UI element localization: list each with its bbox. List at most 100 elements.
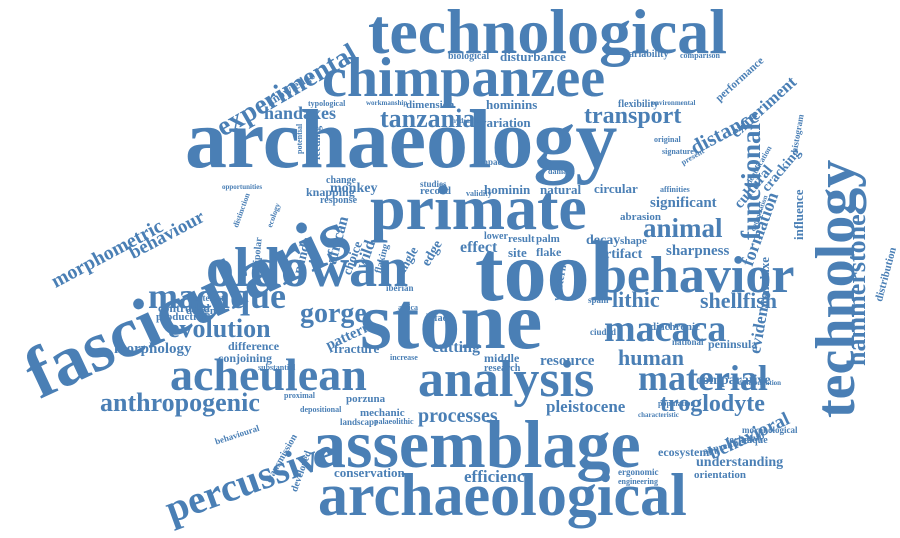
cloud-word: abrasion [620, 211, 661, 223]
cloud-word: record [420, 185, 451, 197]
cloud-word: efficiency [464, 467, 533, 486]
cloud-word: dimension [406, 99, 455, 111]
cloud-word: difference [228, 339, 280, 353]
cloud-word: porzuna [346, 393, 386, 405]
cloud-word: substantial [258, 363, 296, 372]
cloud-word: studies [420, 179, 447, 189]
cloud-word: behavior [598, 247, 795, 304]
cloud-word: understanding [696, 455, 784, 470]
cloud-word: macaque [148, 276, 286, 316]
cloud-word: material [638, 358, 768, 398]
cloud-word: middle [484, 351, 520, 365]
cloud-word: change [326, 175, 356, 186]
cloud-word: processes [418, 405, 498, 427]
cloud-word: effect [460, 239, 498, 256]
cloud-word: feeding [311, 125, 323, 160]
cloud-word: damage [548, 167, 575, 176]
cloud-word: depositional [300, 405, 342, 414]
cloud-word: hominin [484, 182, 531, 197]
cloud-word: comparison [680, 51, 720, 60]
cloud-word: human [618, 345, 685, 370]
cloud-word: artifact [598, 247, 643, 262]
cloud-word: handaxes [264, 103, 337, 123]
cloud-word: biological [448, 51, 490, 62]
cloud-word: conjoining [218, 351, 273, 365]
cloud-word: variation [480, 115, 531, 130]
cloud-word: cutting [432, 339, 480, 356]
cloud-word: increase [390, 353, 418, 362]
cloud-word: resource [540, 353, 595, 369]
cloud-word: acheulean [170, 349, 367, 400]
cloud-word: troglodyte [660, 391, 765, 417]
cloud-word: comparative [696, 373, 771, 388]
cloud-word: ergonomic [618, 467, 659, 477]
cloud-word: morphological [742, 425, 798, 435]
cloud-word: result [508, 233, 535, 245]
cloud-word: analysis [418, 351, 595, 408]
cloud-word: distribution [873, 245, 900, 303]
cloud-word: research [484, 363, 521, 374]
cloud-word: shape [620, 235, 647, 247]
cloud-word: environmental [652, 99, 696, 107]
cloud-word: disturbance [500, 49, 566, 64]
cloud-word: influence [791, 189, 806, 240]
cloud-word: tool [475, 223, 614, 319]
cloud-word: validity [466, 189, 492, 198]
cloud-word: hominins [486, 97, 538, 112]
cloud-word: archaeological [318, 462, 687, 528]
cloud-word: decay [586, 233, 621, 248]
cloud-word: behavioural [213, 422, 261, 447]
cloud-word: conservation [334, 465, 405, 480]
cloud-word: landscape [340, 417, 379, 427]
cloud-word: diachronic [650, 321, 700, 333]
cloud-word: hammerstone [842, 214, 871, 366]
cloud-word: technological [368, 0, 728, 67]
cloud-word: differentiation [738, 379, 782, 387]
cloud-word: mechanic [360, 407, 405, 419]
cloud-word: technique [726, 435, 768, 446]
cloud-word: artefact [194, 293, 224, 303]
cloud-word: biface [426, 313, 452, 324]
cloud-word: chimpanzee [322, 47, 606, 109]
cloud-word: distinction [231, 191, 252, 229]
cloud-word: iberian [386, 283, 414, 293]
cloud-word: edge [419, 237, 446, 269]
cloud-word: knapping [306, 185, 355, 199]
cloud-word: stone [360, 275, 543, 366]
cloud-word: oldowan [206, 237, 409, 299]
cloud-word: percussive [158, 428, 341, 532]
cloud-word: handaxe [757, 257, 772, 304]
cloud-word: variability [624, 49, 669, 60]
cloud-word: affinities [660, 185, 690, 194]
cloud-word: animal [643, 213, 723, 243]
cloud-word: sharpness [666, 243, 730, 259]
cloud-word: histogram [789, 113, 806, 154]
cloud-word: transport [584, 103, 682, 129]
cloud-word: morphology [114, 341, 192, 357]
cloud-word: opportunities [222, 183, 263, 191]
cloud-word: spain [588, 295, 609, 305]
cloud-word: shellfish [700, 288, 778, 313]
cloud-word: proximal [284, 391, 315, 400]
cloud-word: archaeology [185, 93, 618, 186]
cloud-word: palaeolithic [374, 417, 414, 426]
cloud-word: population [658, 399, 695, 408]
cloud-word: lower [484, 231, 508, 242]
cloud-word: ecosystem [658, 445, 710, 459]
cloud-word: typological [308, 99, 346, 108]
cloud-word: circular [594, 181, 638, 196]
cloud-word: production [156, 311, 208, 323]
cloud-word: assemblage [312, 406, 641, 482]
cloud-word: anthropogenic [100, 388, 260, 417]
cloud-word: signature [662, 147, 694, 156]
cloud-word: fracture [334, 341, 380, 356]
cloud-word: national [672, 337, 704, 347]
cloud-word: characteristic [638, 411, 679, 419]
cloud-word: evolution [168, 314, 271, 343]
cloud-word: gorge [300, 298, 367, 329]
cloud-word: design [186, 305, 216, 317]
cloud-word: primate [370, 172, 587, 243]
cloud-word: controlled [158, 301, 210, 315]
cloud-word: peninsula [708, 337, 758, 351]
